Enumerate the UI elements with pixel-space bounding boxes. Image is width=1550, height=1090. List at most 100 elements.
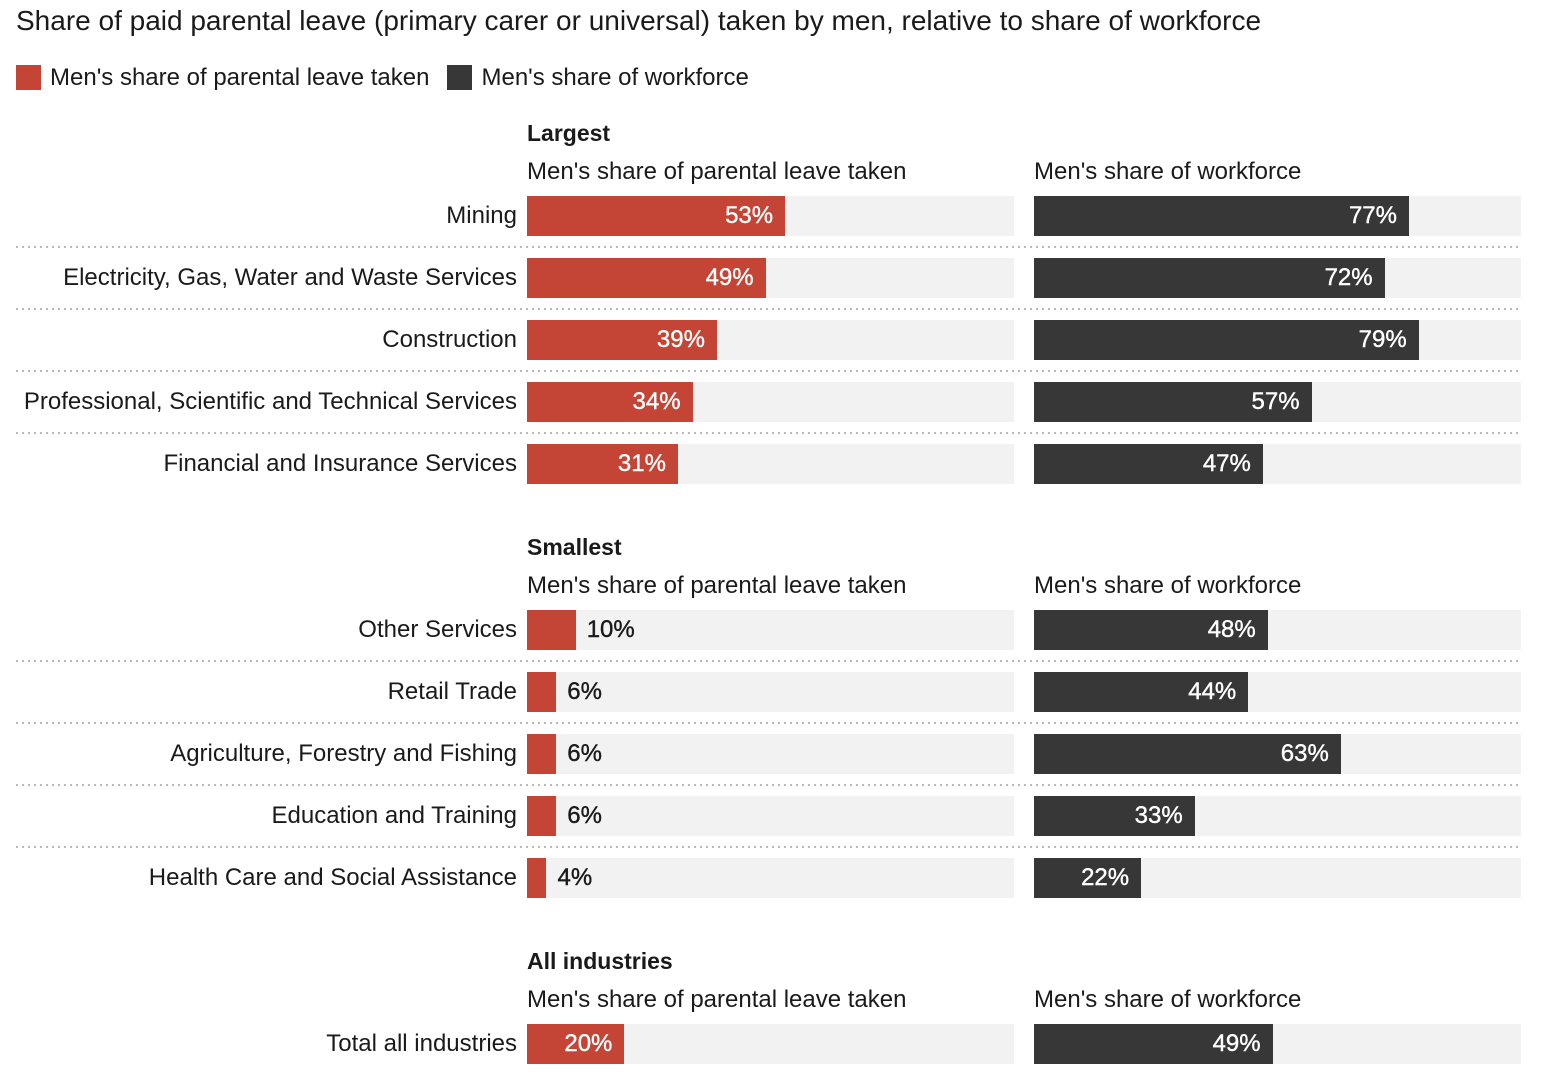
bar-value-label: 72%	[1324, 264, 1373, 291]
bar-value-label: 20%	[564, 1030, 613, 1057]
bar-workforce: 22%	[1034, 858, 1142, 898]
bar-track-leave: 4%	[527, 858, 1014, 898]
chart-row-electricity: Electricity, Gas, Water and Waste Servic…	[16, 258, 1521, 298]
dotted-line	[16, 784, 1521, 786]
group-smallest: Smallest Men's share of parental leave t…	[16, 534, 1521, 898]
group-all-industries: All industries Men's share of parental l…	[16, 948, 1521, 1064]
bar-workforce: 57%	[1034, 382, 1312, 422]
bar-leave: 53%	[527, 196, 786, 236]
group-title: All industries	[527, 948, 673, 974]
bar-value-label: 49%	[705, 264, 754, 291]
chart-row-healthcare: Health Care and Social Assistance 4% 22%	[16, 858, 1521, 898]
column-header-workforce: Men's share of workforce	[1034, 158, 1302, 185]
row-label: Electricity, Gas, Water and Waste Servic…	[63, 264, 517, 291]
row-separator	[16, 236, 1521, 258]
bar-track-leave: 34%	[527, 382, 1014, 422]
bar-track-workforce: 63%	[1034, 734, 1521, 774]
chart-row-professional: Professional, Scientific and Technical S…	[16, 382, 1521, 422]
row-label: Health Care and Social Assistance	[148, 864, 517, 891]
group-title: Largest	[527, 120, 611, 146]
row-separator	[16, 360, 1521, 382]
bar-track-leave: 31%	[527, 444, 1014, 484]
bar-leave: 6%	[527, 672, 602, 712]
row-label: Other Services	[358, 616, 517, 643]
row-label: Construction	[382, 326, 517, 353]
dotted-line	[16, 246, 1521, 248]
row-separator	[16, 712, 1521, 734]
legend-swatch-leave	[16, 65, 41, 90]
bar-value-label: 33%	[1134, 802, 1183, 829]
bar-leave: 6%	[527, 734, 602, 774]
bar-track-leave: 53%	[527, 196, 1014, 236]
row-label: Mining	[446, 202, 517, 229]
bar-track-workforce: 79%	[1034, 320, 1521, 360]
chart-row-retail: Retail Trade 6% 44%	[16, 672, 1521, 712]
row-separator	[16, 774, 1521, 796]
bar-workforce: 63%	[1034, 734, 1341, 774]
bar-track-leave: 6%	[527, 672, 1014, 712]
bar-track-workforce: 22%	[1034, 858, 1521, 898]
row-separator	[16, 650, 1521, 672]
dotted-line	[16, 370, 1521, 372]
bar-value-label: 6%	[567, 802, 602, 829]
bar-track-leave: 6%	[527, 734, 1014, 774]
row-label: Education and Training	[271, 802, 517, 829]
bar-value-label: 4%	[557, 864, 593, 891]
bar-value-label: 22%	[1081, 864, 1130, 891]
bar-workforce: 77%	[1034, 196, 1409, 236]
row-separator	[16, 836, 1521, 858]
legend-swatch-workforce	[447, 65, 473, 90]
column-header-workforce: Men's share of workforce	[1034, 986, 1302, 1013]
column-header-workforce: Men's share of workforce	[1034, 572, 1302, 599]
bar-workforce: 44%	[1034, 672, 1249, 712]
bar-leave: 20%	[527, 1024, 625, 1064]
chart-row-construction: Construction 39% 79%	[16, 320, 1521, 360]
row-separator	[16, 298, 1521, 320]
bar-value-label: 31%	[617, 450, 666, 477]
chart-row-education: Education and Training 6% 33%	[16, 796, 1521, 836]
bar-workforce: 47%	[1034, 444, 1263, 484]
bar-workforce: 49%	[1034, 1024, 1273, 1064]
bar-value-label: 10%	[586, 616, 635, 643]
chart-row-other-services: Other Services 10% 48%	[16, 610, 1521, 650]
bar-track-workforce: 49%	[1034, 1024, 1521, 1064]
bar-leave: 4%	[527, 858, 592, 898]
dotted-line	[16, 432, 1521, 434]
bar-track-workforce: 57%	[1034, 382, 1521, 422]
column-header-leave: Men's share of parental leave taken	[527, 158, 907, 185]
bar-leave: 31%	[527, 444, 678, 484]
bar-value-label: 53%	[725, 202, 774, 229]
bar-track-leave: 39%	[527, 320, 1014, 360]
bar-workforce: 48%	[1034, 610, 1268, 650]
bar-value-label: 6%	[567, 678, 602, 705]
column-header-leave: Men's share of parental leave taken	[527, 572, 907, 599]
bar-leave: 34%	[527, 382, 693, 422]
row-label: Financial and Insurance Services	[163, 450, 517, 477]
bar-value-label: 57%	[1251, 388, 1300, 415]
row-label: Professional, Scientific and Technical S…	[23, 388, 517, 415]
chart-row-mining: Mining 53% 77%	[16, 196, 1521, 236]
bar-track-workforce: 47%	[1034, 444, 1521, 484]
bar-value-label: 34%	[632, 388, 681, 415]
dotted-line	[16, 308, 1521, 310]
bar-value-label: 47%	[1202, 450, 1251, 477]
row-separator	[16, 422, 1521, 444]
bar-track-workforce: 48%	[1034, 610, 1521, 650]
dotted-line	[16, 722, 1521, 724]
bar-track-leave: 6%	[527, 796, 1014, 836]
row-label: Total all industries	[326, 1030, 517, 1057]
bar-track-leave: 20%	[527, 1024, 1014, 1064]
legend: Men's share of parental leave taken Men'…	[16, 65, 1521, 90]
bar-track-workforce: 72%	[1034, 258, 1521, 298]
row-label: Retail Trade	[387, 678, 517, 705]
bar-value-label: 79%	[1358, 326, 1407, 353]
bar-value-label: 39%	[656, 326, 705, 353]
chart-title: Share of paid parental leave (primary ca…	[16, 5, 1262, 36]
bar-track-workforce: 33%	[1034, 796, 1521, 836]
bar-leave: 6%	[527, 796, 602, 836]
chart-row-total: Total all industries 20% 49%	[16, 1024, 1521, 1064]
legend-label-leave: Men's share of parental leave taken	[50, 64, 430, 91]
bar-track-workforce: 77%	[1034, 196, 1521, 236]
group-largest: Largest Men's share of parental leave ta…	[16, 120, 1521, 484]
chart: Share of paid parental leave (primary ca…	[16, 5, 1521, 1064]
